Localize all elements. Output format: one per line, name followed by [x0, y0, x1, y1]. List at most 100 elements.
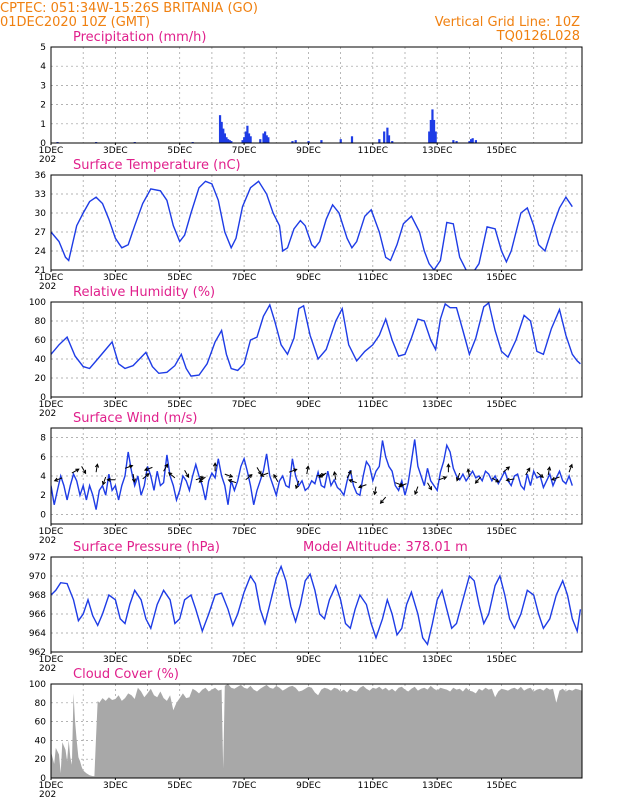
panel-frame: [50, 46, 583, 144]
x-year-subtext: 202: [39, 790, 56, 800]
wind-vector-arrow: [318, 472, 327, 478]
header-model-code: TQ0126L028: [496, 29, 580, 44]
x-year-subtext: 202: [39, 536, 56, 546]
precip-bar: [474, 140, 477, 143]
wind-vector-arrow: [346, 470, 352, 479]
x-year-subtext: 202: [39, 282, 56, 292]
x-tick-label: 11DEC: [358, 527, 388, 537]
x-tick-label: 15DEC: [486, 273, 516, 283]
y-tick-label: 2: [40, 101, 46, 111]
y-tick-label: 4: [40, 62, 46, 72]
y-tick-label: 80: [35, 317, 47, 327]
x-tick-label: 9DEC: [296, 781, 321, 791]
wind-vector-arrow: [332, 470, 337, 480]
wind-vector-arrow: [474, 476, 481, 484]
wind-vector-arrow: [81, 466, 87, 475]
wind-vector-arrow: [124, 464, 134, 469]
y-tick-label: 0: [40, 393, 46, 403]
x-tick-label: 7DEC: [232, 146, 257, 156]
x-tick-label: 3DEC: [103, 273, 128, 283]
y-tick-label: 8: [40, 434, 46, 444]
y-tick-label: 60: [35, 718, 47, 728]
wind-vector-arrow: [505, 477, 515, 482]
precip-bar: [228, 140, 231, 143]
panel-frame: [50, 427, 583, 525]
x-tick-label: 9DEC: [296, 527, 321, 537]
wind-vector-arrow: [295, 480, 300, 490]
wind-vector-arrow: [379, 496, 387, 504]
precip-bar: [264, 131, 267, 143]
header-run-time: 01DEC2020 10Z (GMT): [0, 15, 150, 30]
y-tick-label: 972: [29, 553, 46, 563]
wind-vector-arrow: [198, 476, 206, 483]
x-tick-label: 7DEC: [232, 273, 257, 283]
x-tick-label: 5DEC: [167, 527, 192, 537]
precip-bar: [230, 141, 233, 143]
y-tick-label: 40: [35, 736, 47, 746]
y-tick-label: 27: [35, 228, 46, 238]
x-tick-label: 13DEC: [422, 273, 452, 283]
y-tick-label: 5: [40, 43, 46, 53]
x-tick-label: 5DEC: [167, 781, 192, 791]
wind-vector-arrow: [131, 474, 137, 484]
x-tick-label: 15DEC: [486, 655, 516, 665]
x-tick-label: 7DEC: [232, 400, 257, 410]
precip-bar: [223, 133, 226, 143]
precip-bar: [246, 125, 249, 143]
x-tick-label: 1DEC: [39, 655, 64, 665]
wind-vector-arrow: [94, 463, 100, 473]
precip-bar: [471, 138, 474, 143]
wind-title: Surface Wind (m/s): [73, 411, 197, 426]
precip-bar: [249, 136, 252, 143]
precip-bar: [383, 131, 386, 143]
precip-bar: [307, 141, 310, 143]
x-tick-label: 11DEC: [358, 655, 388, 665]
x-year-subtext: 202: [39, 409, 56, 419]
temperature-panel: 21 24 27 30 33 36 Surface Temperature (nC) 1DEC…: [35, 158, 583, 292]
model-altitude-label: Model Altitude: 378.01 m: [303, 540, 468, 555]
wind-vector-arrow: [163, 463, 169, 472]
x-tick-label: 9DEC: [296, 655, 321, 665]
wind-vector-arrow: [348, 479, 357, 484]
x-tick-label: 15DEC: [486, 146, 516, 156]
y-tick-label: 1: [40, 120, 46, 130]
y-tick-label: 0: [40, 510, 46, 520]
precip-bar: [429, 119, 432, 143]
wind-vector-arrow: [305, 465, 310, 475]
precip-bar: [339, 139, 342, 143]
wind-line: [51, 439, 573, 510]
x-tick-label: 1DEC: [39, 400, 64, 410]
precip-bar: [350, 136, 354, 143]
x-tick-label: 9DEC: [296, 400, 321, 410]
x-tick-label: 1DEC: [39, 781, 64, 791]
precip-bar: [243, 137, 246, 143]
wind-vector-arrow: [143, 466, 153, 472]
wind-vector-arrow: [525, 467, 531, 476]
precip-bar: [452, 140, 455, 143]
precip-bar: [267, 137, 270, 143]
wind-vector-arrow: [288, 468, 298, 473]
precip-bar: [378, 139, 381, 143]
x-tick-label: 7DEC: [232, 781, 257, 791]
wind-vector-arrow: [373, 486, 378, 496]
wind-vector-arrow: [195, 476, 205, 481]
x-tick-label: 11DEC: [358, 146, 388, 156]
precip-bar: [391, 141, 394, 143]
x-tick-label: 11DEC: [358, 273, 388, 283]
cloud-cover-title: Cloud Cover (%): [73, 667, 179, 682]
y-tick-label: 40: [35, 355, 47, 365]
x-tick-label: 15DEC: [486, 527, 516, 537]
precip-bar: [225, 137, 228, 143]
x-tick-label: 3DEC: [103, 655, 128, 665]
y-tick-label: 0: [40, 774, 46, 784]
y-tick-label: 20: [35, 755, 47, 765]
y-tick-label: 0: [40, 139, 46, 149]
panel-frame: [50, 301, 583, 398]
precip-bar: [469, 139, 473, 143]
precip-bar: [220, 121, 223, 143]
precip-bar: [434, 131, 437, 143]
x-tick-label: 13DEC: [422, 400, 452, 410]
wind-vector-arrow: [259, 472, 269, 477]
x-tick-label: 11DEC: [358, 781, 388, 791]
y-tick-label: 6: [40, 453, 46, 463]
